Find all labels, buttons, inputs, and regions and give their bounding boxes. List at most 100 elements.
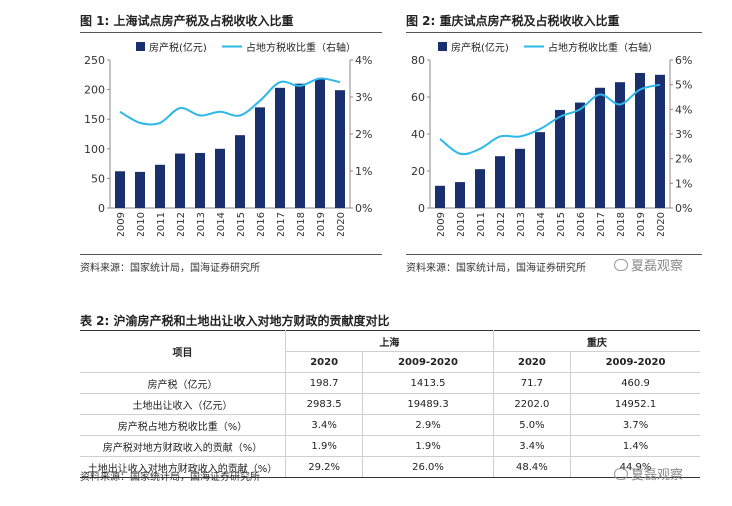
x-tick-label-2016: 2016 [256, 212, 267, 236]
left-tick-label: 0 [98, 202, 105, 215]
table-header-cq-2020: 2020 [492, 351, 572, 373]
cell: 14952.1 [570, 393, 700, 415]
right-tick-label: 5% [675, 79, 692, 92]
wechat-icon [614, 258, 628, 271]
x-tick-label-2011: 2011 [476, 212, 487, 236]
cell: 1.4% [570, 435, 700, 457]
line-series [119, 77, 341, 126]
cell: 19489.3 [362, 393, 494, 415]
cell: 2983.5 [284, 393, 364, 415]
table-header-sh-2020: 2020 [285, 351, 364, 373]
cell: 1.9% [284, 435, 364, 457]
x-tick-label-2009: 2009 [436, 212, 447, 236]
x-tick-label-2014: 2014 [216, 212, 227, 236]
bar-2017 [595, 87, 605, 208]
right-tick-label: 4% [355, 54, 372, 67]
table-title: 表 2: 沪渝房产税和土地出让收入对地方财政的贡献度对比 [80, 314, 390, 328]
legend-line-label: 占地方税收比重（右轴） [548, 41, 658, 54]
row-label: 土地出让收入（亿元） [80, 393, 286, 415]
figure-2-source-rule [406, 254, 702, 255]
cell: 48.4% [492, 456, 572, 478]
bar-2011 [155, 164, 165, 208]
x-tick-label-2009: 2009 [116, 212, 127, 236]
cell: 2.9% [362, 414, 494, 436]
legend-bar-label: 房产税(亿元) [149, 41, 207, 54]
left-tick-label: 20 [411, 165, 425, 178]
figure-2-rule [406, 32, 702, 33]
right-tick-label: 3% [675, 128, 692, 141]
legend-bar-swatch [438, 42, 447, 51]
table-row: 土地出让收入（亿元） 2983.5 19489.3 2202.0 14952.1 [80, 393, 700, 415]
x-tick-label-2017: 2017 [276, 212, 287, 236]
left-tick-label: 150 [84, 113, 105, 126]
x-tick-label-2015: 2015 [556, 212, 567, 236]
legend-bar-swatch [136, 42, 145, 51]
right-tick-label: 6% [675, 54, 692, 67]
x-tick-label-2011: 2011 [156, 212, 167, 236]
cell: 460.9 [570, 372, 700, 394]
right-tick-label: 1% [355, 165, 372, 178]
x-tick-label-2014: 2014 [536, 212, 547, 236]
cell: 3.4% [492, 435, 572, 457]
x-tick-label-2017: 2017 [596, 212, 607, 236]
left-tick-label: 0 [418, 202, 425, 215]
figure-1-title: 图 1: 上海试点房产税及占税收收入比重 [80, 14, 294, 28]
x-tick-label-2015: 2015 [236, 212, 247, 236]
cell: 71.7 [492, 372, 572, 394]
bar-2020 [655, 74, 665, 208]
figure-1-source: 资料来源：国家统计局，国海证券研究所 [80, 263, 260, 274]
x-tick-label-2018: 2018 [296, 212, 307, 236]
table-row: 房产税（亿元） 198.7 1413.5 71.7 460.9 [80, 372, 700, 394]
bar-2015 [235, 135, 245, 208]
row-label: 房产税（亿元） [80, 372, 286, 394]
bar-2016 [575, 102, 585, 208]
bar-2019 [315, 78, 325, 208]
bar-2009 [115, 171, 125, 208]
cell: 198.7 [284, 372, 364, 394]
bar-2017 [275, 87, 285, 208]
x-tick-label-2012: 2012 [176, 212, 187, 236]
figure-1-source-rule [80, 254, 382, 255]
bar-2011 [475, 169, 485, 208]
bar-2010 [135, 171, 145, 208]
right-tick-label: 0% [675, 202, 692, 215]
bar-2009 [435, 185, 445, 208]
bar-2019 [635, 72, 645, 208]
cell: 26.0% [362, 456, 494, 478]
row-label: 房产税对地方财政收入的贡献（%） [80, 435, 286, 457]
x-tick-label-2020: 2020 [656, 212, 667, 236]
table-header-cq-range: 2009-2020 [570, 351, 700, 373]
line-series [439, 83, 661, 156]
x-tick-label-2019: 2019 [636, 212, 647, 236]
cell: 3.4% [284, 414, 364, 436]
wechat-icon [614, 467, 628, 480]
watermark-bottom: 夏磊观察 [614, 464, 683, 483]
cell: 29.2% [284, 456, 364, 478]
right-tick-label: 4% [675, 103, 692, 116]
bar-2018 [295, 83, 305, 208]
left-tick-label: 100 [84, 143, 105, 156]
watermark-text: 夏磊观察 [631, 468, 684, 483]
bar-2013 [195, 152, 205, 208]
left-tick-label: 200 [84, 84, 105, 97]
bar-2014 [215, 148, 225, 208]
bar-2012 [175, 153, 185, 208]
table-row: 土地出让收入对地方财政收入的贡献（%） 29.2% 26.0% 48.4% 44… [80, 456, 700, 478]
legend-bar-label: 房产税(亿元) [451, 41, 509, 54]
x-tick-label-2020: 2020 [336, 212, 347, 236]
table-header-shanghai: 上海 [285, 330, 494, 352]
right-tick-label: 2% [355, 128, 372, 141]
cell: 44.9% [570, 456, 700, 478]
comparison-table: 项目 上海 重庆 2020 2009-2020 2020 2009-2020 房… [80, 330, 700, 478]
chart-2: 0 20 40 60 80 0% 1% 2% 3% 4% 5% 6% 2009 2010 2011 2012 2… [411, 41, 692, 236]
figure-1-rule [80, 32, 382, 33]
right-tick-label: 1% [675, 177, 692, 190]
bar-2020 [335, 90, 345, 208]
left-tick-label: 80 [411, 54, 425, 67]
x-tick-label-2013: 2013 [196, 212, 207, 236]
x-tick-label-2013: 2013 [516, 212, 527, 236]
table-header-sh-range: 2009-2020 [362, 351, 494, 373]
x-tick-label-2012: 2012 [496, 212, 507, 236]
figure-2-title: 图 2: 重庆试点房产税及占税收收入比重 [406, 14, 620, 28]
bar-2013 [515, 148, 525, 208]
